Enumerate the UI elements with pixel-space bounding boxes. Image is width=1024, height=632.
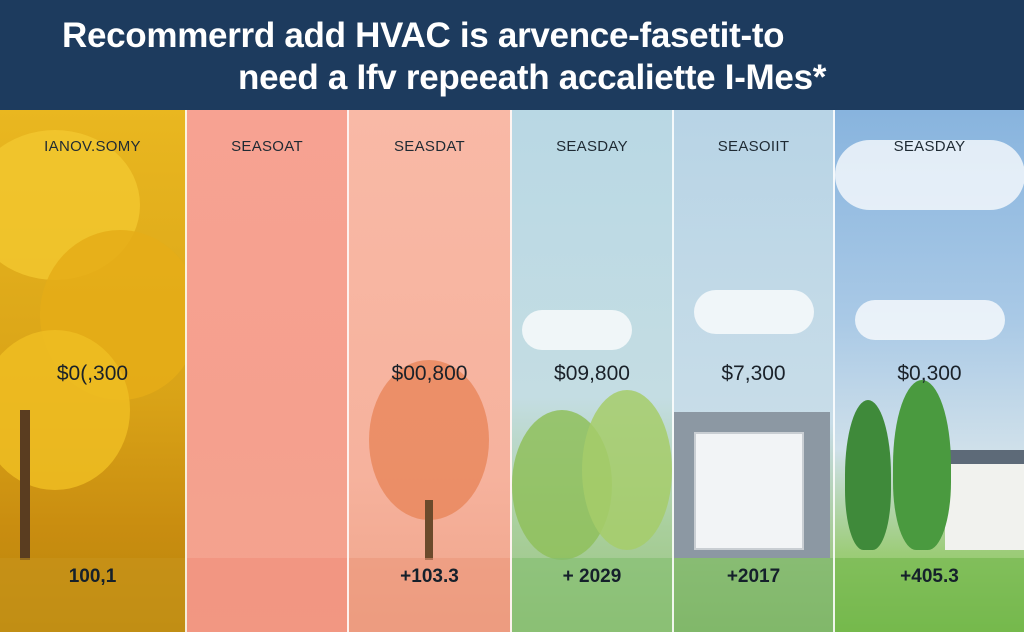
cloud bbox=[835, 140, 1024, 210]
column-price: $09,800 bbox=[554, 362, 630, 385]
column-price: $7,300 bbox=[721, 362, 786, 385]
column-label: SEASDAY bbox=[893, 138, 966, 155]
tree-trunk bbox=[425, 500, 433, 560]
garage-door bbox=[694, 432, 804, 550]
cloud bbox=[522, 310, 632, 350]
column-change: +103.3 bbox=[400, 566, 459, 587]
ground-band bbox=[349, 558, 510, 632]
column-price: $00,800 bbox=[391, 362, 468, 385]
title-line-1: Recommerrd add HVAC is arvence-fasetit-t… bbox=[62, 16, 785, 55]
tree-trunk bbox=[20, 410, 30, 560]
ground-band bbox=[835, 558, 1024, 632]
season-column-2: SEASOAT bbox=[187, 110, 349, 632]
ground-band bbox=[674, 558, 833, 632]
season-column-6: SEASDAY $0,300 +405.3 bbox=[835, 110, 1024, 632]
tree-canopy bbox=[582, 390, 672, 550]
cypress-tree bbox=[845, 400, 891, 550]
season-column-4: SEASDAY $09,800 + 2029 bbox=[512, 110, 674, 632]
column-change: +2017 bbox=[726, 566, 781, 587]
title-banner: Recommerrd add HVAC is arvence-fasetit-t… bbox=[0, 0, 1024, 110]
cypress-tree bbox=[893, 380, 951, 550]
tree-canopy bbox=[369, 360, 489, 520]
ground-band bbox=[0, 558, 185, 632]
column-change: + 2029 bbox=[562, 566, 622, 587]
column-price: $0,300 bbox=[897, 362, 962, 385]
ground-band bbox=[512, 558, 672, 632]
column-label: IANOV.SOMY bbox=[44, 138, 141, 155]
season-column-5: SEASOIIT $7,300 +2017 bbox=[674, 110, 835, 632]
column-label: SEASOIIT bbox=[717, 138, 790, 155]
title-line-2: need a Ifv repeeath accaliette I-Mes* bbox=[238, 58, 827, 97]
season-columns: IANOV.SOMY $0(,300 100,1 SEASOAT SEASDAT… bbox=[0, 110, 1024, 632]
ground-band bbox=[187, 558, 347, 632]
season-column-1: IANOV.SOMY $0(,300 100,1 bbox=[0, 110, 187, 632]
cloud bbox=[855, 300, 1005, 340]
season-column-3: SEASDAT $00,800 +103.3 bbox=[349, 110, 512, 632]
column-price: $0(,300 bbox=[56, 362, 129, 385]
column-change: 100,1 bbox=[68, 566, 117, 587]
column-change: +405.3 bbox=[900, 566, 959, 587]
cloud bbox=[694, 290, 814, 334]
column-label: SEASDAY bbox=[556, 138, 628, 155]
column-label: SEASDAT bbox=[393, 138, 465, 155]
house bbox=[945, 450, 1024, 550]
column-label: SEASOAT bbox=[231, 138, 303, 155]
